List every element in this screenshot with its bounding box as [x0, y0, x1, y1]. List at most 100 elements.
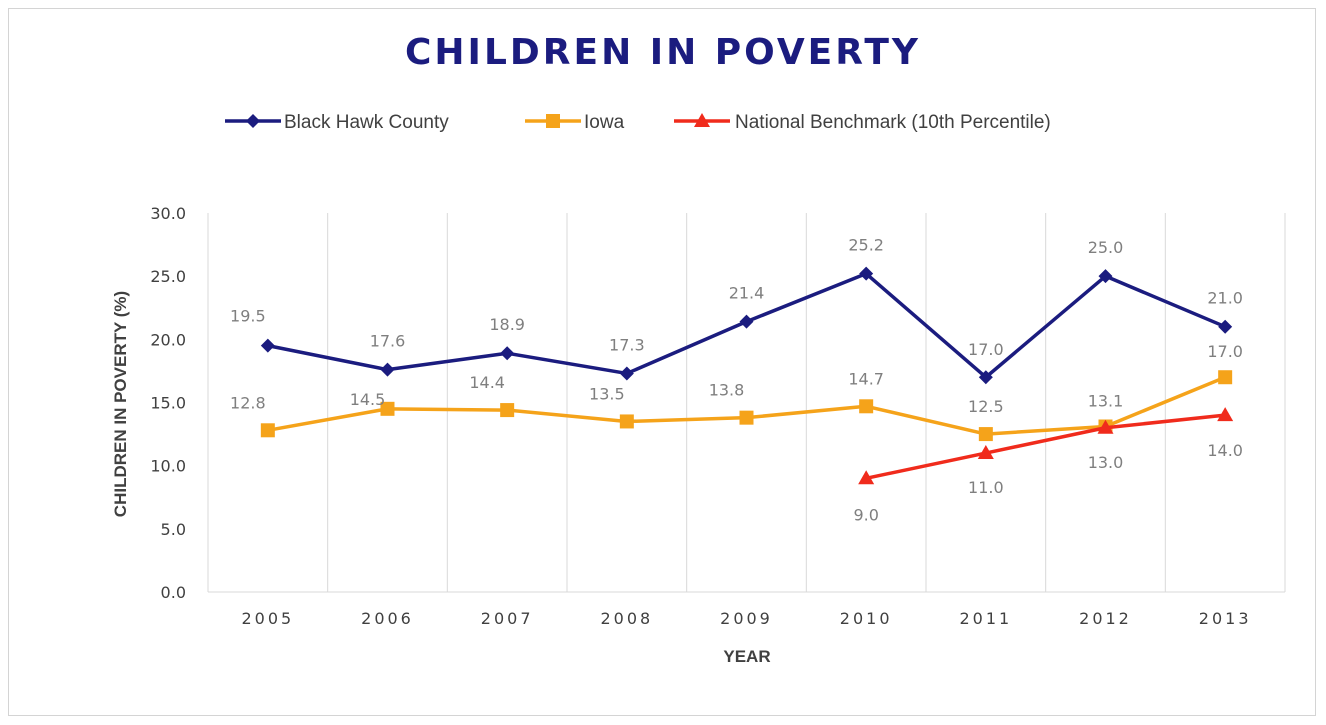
- data-labels: 19.5 17.6 18.9 17.3 21.4 25.2 17.0 25.0 21.0 12.8…: [230, 236, 1243, 525]
- series-2: [858, 407, 1234, 485]
- data-point-marker: [500, 346, 515, 361]
- x-tick-label: 2011: [959, 609, 1012, 628]
- data-point-marker: [859, 266, 874, 281]
- data-label: 9.0: [853, 505, 878, 524]
- y-tick-label: 25.0: [150, 267, 186, 286]
- legend-marker: [246, 114, 260, 128]
- data-point-marker: [1097, 419, 1114, 434]
- data-label: 11.0: [968, 478, 1004, 497]
- y-tick-label: 20.0: [150, 330, 186, 349]
- data-label: 12.8: [230, 393, 266, 412]
- data-label: 17.3: [609, 335, 645, 354]
- data-label: 17.0: [968, 340, 1004, 359]
- x-tick-label: 2007: [481, 609, 534, 628]
- data-label: 21.4: [729, 284, 765, 303]
- legend-item-2: National Benchmark (10th Percentile): [674, 112, 1051, 133]
- data-label: 13.8: [709, 381, 745, 400]
- data-label: 21.0: [1207, 289, 1243, 308]
- x-axis-title: YEAR: [723, 647, 770, 666]
- x-tick-label: 2013: [1199, 609, 1252, 628]
- data-label: 17.6: [370, 332, 406, 351]
- data-label: 13.1: [1088, 392, 1124, 411]
- data-label: 12.5: [968, 397, 1004, 416]
- series-line-segment: [744, 271, 868, 324]
- data-point-marker: [739, 410, 754, 425]
- data-label: 14.4: [469, 373, 505, 392]
- legend: Black Hawk County Iowa National Benchmark …: [225, 112, 1051, 133]
- series-line-segment: [744, 404, 868, 420]
- series-line-segment: [984, 274, 1108, 379]
- legend-item-1: Iowa: [525, 112, 625, 133]
- series-line-segment: [1103, 413, 1227, 430]
- series-line-segment: [625, 415, 749, 424]
- chart-title: CHILDREN IN POVERTY: [405, 32, 921, 73]
- data-label: 14.5: [350, 390, 386, 409]
- x-tick-label: 2005: [241, 609, 294, 628]
- series-line-segment: [505, 408, 629, 424]
- y-axis-title: CHILDREN IN POVERTY (%): [111, 291, 130, 517]
- legend-marker: [546, 114, 560, 128]
- y-tick-label: 5.0: [161, 520, 186, 539]
- x-tick-label: 2012: [1079, 609, 1132, 628]
- series-line-segment: [625, 319, 749, 376]
- series-line-segment: [984, 424, 1108, 436]
- series-line-segment: [385, 407, 509, 412]
- data-point-marker: [1218, 370, 1233, 385]
- data-point-marker: [859, 399, 874, 414]
- y-tick-label: 15.0: [150, 394, 186, 413]
- data-point-marker: [978, 370, 993, 385]
- x-tick-label: 2010: [840, 609, 893, 628]
- grid: [207, 213, 1286, 592]
- x-tick-label: 2008: [600, 609, 653, 628]
- chart-frame: [8, 8, 1316, 716]
- data-label: 17.0: [1207, 342, 1243, 361]
- data-point-marker: [739, 314, 754, 329]
- data-point-marker: [977, 445, 994, 460]
- data-label: 13.5: [589, 384, 625, 403]
- series-line-segment: [864, 404, 988, 436]
- data-point-marker: [380, 362, 395, 377]
- series-line-segment: [266, 407, 390, 433]
- series-line-segment: [1103, 274, 1227, 329]
- data-point-marker: [619, 414, 634, 429]
- series-0: [260, 266, 1233, 385]
- y-tick-label: 10.0: [150, 457, 186, 476]
- series-group: [260, 266, 1234, 485]
- x-tick-label: 2009: [720, 609, 773, 628]
- data-label: 14.0: [1207, 441, 1243, 460]
- data-point-marker: [619, 366, 634, 381]
- y-tick-label: 30.0: [150, 204, 186, 223]
- data-point-marker: [260, 423, 275, 438]
- series-1: [260, 370, 1233, 442]
- legend-label: Iowa: [584, 112, 625, 133]
- series-line-segment: [266, 343, 390, 372]
- legend-label: Black Hawk County: [284, 112, 449, 133]
- series-line-segment: [864, 271, 988, 379]
- legend-marker: [694, 113, 710, 127]
- data-point-marker: [1218, 319, 1233, 334]
- data-point-marker: [978, 427, 993, 442]
- data-point-marker: [500, 403, 515, 418]
- data-label: 25.0: [1088, 238, 1124, 257]
- series-line-segment: [1103, 375, 1227, 429]
- series-line-segment: [864, 451, 988, 481]
- legend-item-0: Black Hawk County: [225, 112, 449, 133]
- data-point-marker: [1098, 269, 1113, 284]
- y-tick-label: 0.0: [161, 583, 186, 602]
- data-point-marker: [858, 470, 875, 485]
- data-label: 14.7: [848, 369, 884, 388]
- series-line-segment: [385, 351, 509, 372]
- axes: 0.0 5.0 10.0 15.0 20.0 25.0 30.0 2005 2006 2007 20…: [150, 204, 1285, 628]
- data-label: 18.9: [489, 315, 525, 334]
- data-point-marker: [380, 401, 395, 416]
- data-label: 25.2: [848, 236, 884, 255]
- legend-label: National Benchmark (10th Percentile): [735, 112, 1051, 133]
- data-point-marker: [1217, 407, 1234, 422]
- series-line-segment: [984, 426, 1108, 455]
- data-point-marker: [260, 338, 275, 353]
- data-label: 13.0: [1088, 453, 1124, 472]
- series-line-segment: [505, 351, 629, 376]
- x-tick-label: 2006: [361, 609, 414, 628]
- data-label: 19.5: [230, 307, 266, 326]
